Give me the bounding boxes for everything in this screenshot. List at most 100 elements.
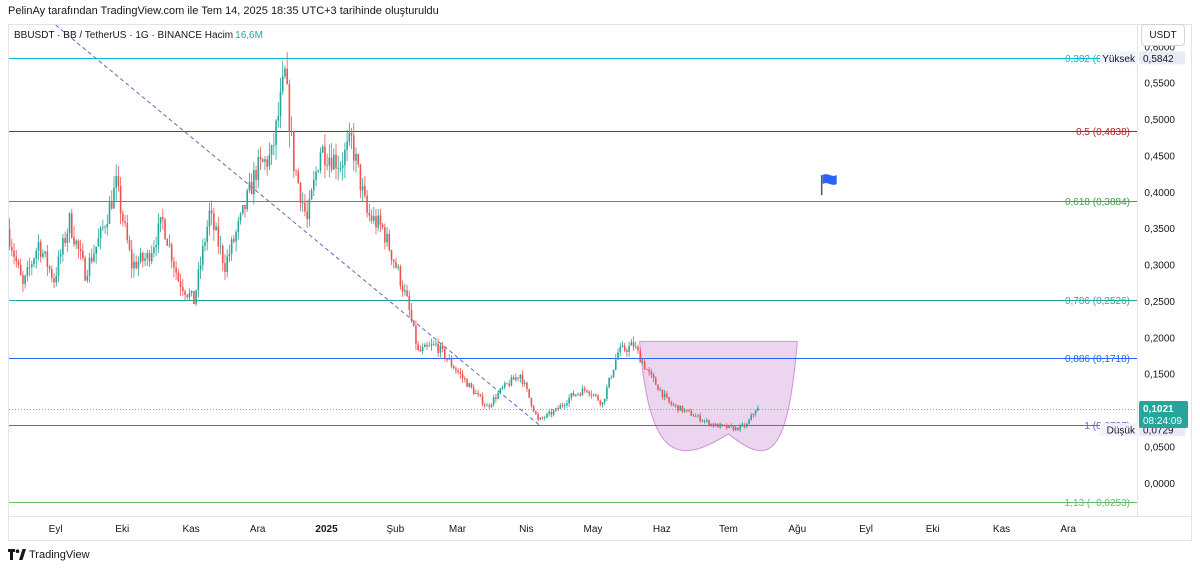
candle-body xyxy=(206,226,209,243)
candle-body xyxy=(679,405,681,411)
candle-body xyxy=(139,252,142,262)
candle-body xyxy=(477,393,479,395)
candle-body xyxy=(193,290,195,305)
y-tick-label: 0,1500 xyxy=(1144,370,1175,381)
candle-body xyxy=(424,344,426,348)
candle-body xyxy=(344,149,346,166)
candle-body xyxy=(552,410,555,415)
candle-body xyxy=(241,205,244,214)
candle-body xyxy=(162,217,164,220)
candle-body xyxy=(259,156,262,160)
currency-button[interactable]: USDT xyxy=(1141,24,1185,46)
candle-body xyxy=(261,159,264,162)
candle-body xyxy=(324,146,326,166)
candle-body xyxy=(450,358,453,367)
x-tick-label: Ara xyxy=(250,524,266,535)
candle-body xyxy=(581,388,584,396)
candle-body xyxy=(137,261,140,269)
candle-body xyxy=(512,377,515,380)
time-axis[interactable] xyxy=(8,517,1192,541)
candle-body xyxy=(130,249,133,269)
candle-body xyxy=(399,266,402,286)
candle-body xyxy=(617,352,619,360)
candle-body xyxy=(754,410,757,414)
header-title: PelinAy tarafından TradingView.com ile T… xyxy=(8,5,439,17)
y-tick-label: 0,3000 xyxy=(1144,261,1175,272)
candle-body xyxy=(31,264,33,267)
candle-body xyxy=(339,167,342,169)
candle-body xyxy=(412,320,415,326)
current-price-bg xyxy=(1139,400,1188,428)
candle-body xyxy=(115,175,117,188)
candle-body xyxy=(11,246,13,251)
x-tick-label: Eki xyxy=(926,524,940,535)
y-tick-label: 0,5500 xyxy=(1144,79,1175,90)
candle-body xyxy=(599,400,602,405)
candle-body xyxy=(492,397,495,405)
candle-body xyxy=(517,377,519,379)
candle-body xyxy=(728,425,730,428)
candle-body xyxy=(435,343,437,345)
candle-body xyxy=(59,254,62,257)
candle-body xyxy=(732,426,735,431)
candle-body xyxy=(228,253,231,257)
candle-body xyxy=(295,170,297,172)
candle-body xyxy=(126,222,129,240)
candle-body xyxy=(621,345,624,347)
candle-body xyxy=(286,68,288,84)
candle-body xyxy=(273,145,275,146)
candle-body xyxy=(317,170,320,172)
candle-body xyxy=(541,417,544,419)
plot-area: 0,382 (0,5842) 0,5 (0,4838) 0,618 (0,3884)… xyxy=(9,25,1137,509)
y-tick-label: 0,4000 xyxy=(1144,188,1175,199)
candle-body xyxy=(368,212,371,216)
candle-body xyxy=(555,408,557,411)
candle-body xyxy=(586,390,588,392)
candle-body xyxy=(77,240,80,249)
chart-frame[interactable] xyxy=(8,24,1138,517)
candle-body xyxy=(472,387,475,394)
candle-body xyxy=(66,233,69,243)
candle-body xyxy=(35,250,38,259)
candle-body xyxy=(221,246,224,264)
candle-body xyxy=(426,344,428,347)
candle-body xyxy=(233,239,235,242)
downtrend-line xyxy=(55,25,541,426)
fib-level-label: 0,5 (0,4838) xyxy=(1076,127,1130,138)
candle-body xyxy=(417,344,419,350)
candle-body xyxy=(612,369,615,378)
candle-body xyxy=(672,404,675,406)
footer-brand: TradingView xyxy=(29,549,90,561)
candle-body xyxy=(144,258,146,261)
candle-body xyxy=(315,171,317,180)
candle-body xyxy=(177,272,180,282)
candle-body xyxy=(448,358,451,360)
candle-body xyxy=(577,393,579,395)
x-tick-label: Haz xyxy=(653,524,671,535)
flag-icon xyxy=(822,174,837,185)
high-price-tag-label-bg xyxy=(1100,51,1138,65)
y-tick-label: 0,5000 xyxy=(1144,115,1175,126)
candle-body xyxy=(97,238,100,247)
candle-body xyxy=(37,242,40,251)
footer: TradingView xyxy=(8,547,90,563)
candle-body xyxy=(24,275,26,284)
candle-body xyxy=(288,83,291,132)
candle-body xyxy=(575,394,577,396)
candle-body xyxy=(486,405,488,407)
candle-body xyxy=(42,253,44,257)
candle-body xyxy=(208,210,211,227)
candle-body xyxy=(186,294,189,298)
candle-body xyxy=(699,415,701,421)
candle-body xyxy=(395,262,397,268)
candle-body xyxy=(670,402,673,405)
candle-body xyxy=(217,226,220,247)
fib-level-label: 0,618 (0,3884) xyxy=(1065,197,1130,208)
candle-body xyxy=(13,250,15,257)
candle-body xyxy=(690,410,693,416)
candle-body xyxy=(175,267,177,273)
candle-body xyxy=(428,345,431,347)
candle-body xyxy=(197,269,200,291)
candle-body xyxy=(62,238,64,255)
